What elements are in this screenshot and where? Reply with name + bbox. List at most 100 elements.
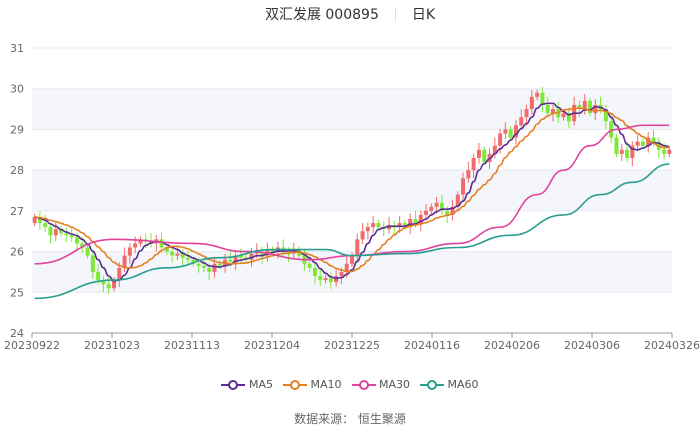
candle-body — [312, 267, 317, 276]
legend-marker-icon — [282, 380, 307, 390]
period-label: 日K — [411, 7, 436, 23]
candle-body — [577, 105, 582, 110]
data-source: 数据来源： 恒生聚源 — [294, 412, 406, 426]
candle-body — [397, 223, 402, 228]
candle-body — [365, 227, 370, 232]
x-tick-label: 20231225 — [324, 339, 380, 352]
candle-body — [323, 278, 328, 281]
candle-body — [111, 280, 116, 289]
y-tick-label: 26 — [10, 246, 24, 259]
candle-body — [625, 149, 630, 158]
candle-body — [646, 137, 651, 146]
candle-body — [207, 267, 212, 272]
candle-body — [74, 237, 79, 244]
chart-title: 双汇发展 000895 日K — [0, 4, 700, 24]
candle-body — [32, 216, 37, 224]
candle-body — [90, 255, 95, 272]
candle-body — [556, 109, 561, 118]
candle-body — [434, 202, 439, 207]
candle-body — [651, 137, 656, 142]
ma-line-ma30 — [34, 124, 670, 265]
candle-body — [360, 231, 365, 240]
candle-body — [635, 141, 640, 146]
candle-body — [191, 259, 196, 264]
candle-body — [429, 206, 434, 211]
legend-item-ma10[interactable]: MA10 — [282, 378, 342, 391]
candle-body — [217, 263, 222, 266]
candle-body — [307, 263, 312, 268]
candle-body — [37, 216, 42, 224]
candle-body — [101, 280, 106, 285]
candle-body — [117, 267, 122, 281]
candle-body — [233, 255, 238, 262]
legend-label: MA10 — [310, 378, 342, 391]
candle-body — [593, 105, 598, 114]
candle-body — [455, 194, 460, 207]
grid-band — [32, 170, 672, 211]
candle-body — [122, 255, 127, 268]
candle-body — [508, 129, 513, 138]
x-tick-label: 20240306 — [564, 339, 620, 352]
candle-body — [513, 125, 518, 138]
y-tick-label: 29 — [10, 123, 24, 136]
x-tick-label: 20230922 — [4, 339, 60, 352]
candle-body — [619, 149, 624, 154]
candle-body — [413, 219, 418, 224]
candle-body — [180, 253, 185, 258]
ma-line-ma60 — [34, 163, 670, 300]
candle-body — [127, 247, 132, 256]
candle-body — [408, 219, 413, 228]
x-tick-label: 20240206 — [484, 339, 540, 352]
legend-marker-icon — [420, 380, 445, 390]
candle-body — [376, 223, 381, 228]
x-tick-label: 20231204 — [244, 339, 300, 352]
candle-body — [529, 96, 534, 110]
candle-body — [614, 137, 619, 154]
y-tick-label: 27 — [10, 205, 24, 218]
candle-body — [260, 251, 265, 256]
candle-body — [439, 202, 444, 211]
candle-body — [640, 141, 645, 146]
candle-body — [545, 105, 550, 114]
x-tick-label: 20240326 — [644, 339, 700, 352]
candle-body — [476, 149, 481, 158]
candle-body — [524, 109, 529, 118]
candle-body — [588, 100, 593, 114]
candle-body — [138, 239, 143, 244]
legend-label: MA5 — [248, 378, 273, 391]
candle-body — [201, 265, 206, 268]
candle-body — [582, 100, 587, 110]
candle-body — [355, 239, 360, 256]
candle-body — [69, 235, 74, 238]
candle-body — [43, 223, 48, 228]
legend-item-ma5[interactable]: MA5 — [221, 378, 273, 391]
legend-item-ma30[interactable]: MA30 — [351, 378, 411, 391]
candle-body — [540, 92, 545, 105]
y-tick-label: 30 — [10, 83, 24, 96]
candle-body — [402, 223, 407, 228]
legend-label: MA30 — [379, 378, 411, 391]
candle-body — [96, 271, 101, 281]
candle-body — [175, 253, 180, 256]
candle-body — [106, 284, 111, 289]
y-tick-label: 24 — [10, 327, 24, 340]
candle-body — [418, 214, 423, 224]
candle-body — [487, 153, 492, 162]
kline-chart: 24 25 26 27 28 29 30 31 20230922 20231023 20231113… — [4, 42, 700, 352]
candle-body — [503, 129, 508, 134]
legend-item-ma60[interactable]: MA60 — [420, 378, 479, 391]
stock-name: 双汇发展 000895 — [264, 7, 379, 23]
candle-body — [228, 259, 233, 262]
candle-body — [196, 263, 201, 266]
y-tick-label: 25 — [10, 286, 24, 299]
candle-body — [550, 109, 555, 114]
candle-body — [482, 149, 487, 162]
x-tick-label: 20240116 — [404, 339, 460, 352]
candle-body — [371, 223, 376, 228]
legend: MA5 MA10 MA30 MA60 — [0, 378, 700, 391]
candle-body — [328, 278, 333, 283]
candle-body — [64, 233, 69, 236]
candle-body — [519, 117, 524, 126]
candle-body — [164, 247, 169, 252]
